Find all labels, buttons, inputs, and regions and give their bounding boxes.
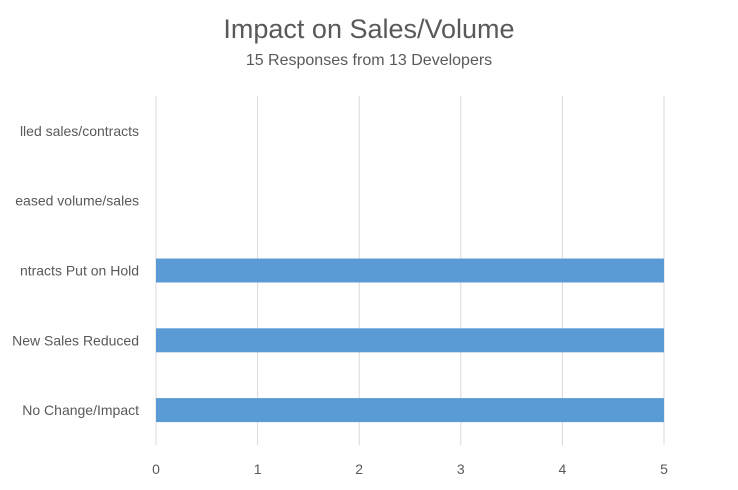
x-tick-label: 3	[457, 461, 465, 477]
chart-subtitle: 15 Responses from 13 Developers	[245, 52, 493, 69]
x-tick-label: 1	[254, 461, 262, 477]
category-label: lled sales/contracts	[20, 123, 139, 139]
bar	[156, 398, 664, 423]
category-label: New Sales Reduced	[12, 332, 139, 348]
bar	[156, 258, 664, 283]
x-tick-label: 0	[152, 461, 160, 477]
x-tick-label: 4	[559, 461, 567, 477]
category-label: No Change/Impact	[22, 402, 139, 418]
bar	[156, 328, 664, 353]
category-label: ntracts Put on Hold	[20, 263, 139, 279]
chart-title: Impact on Sales/Volume	[223, 14, 515, 44]
category-label: eased volume/sales	[15, 193, 139, 209]
x-tick-label: 5	[660, 461, 668, 477]
x-tick-label: 2	[355, 461, 363, 477]
